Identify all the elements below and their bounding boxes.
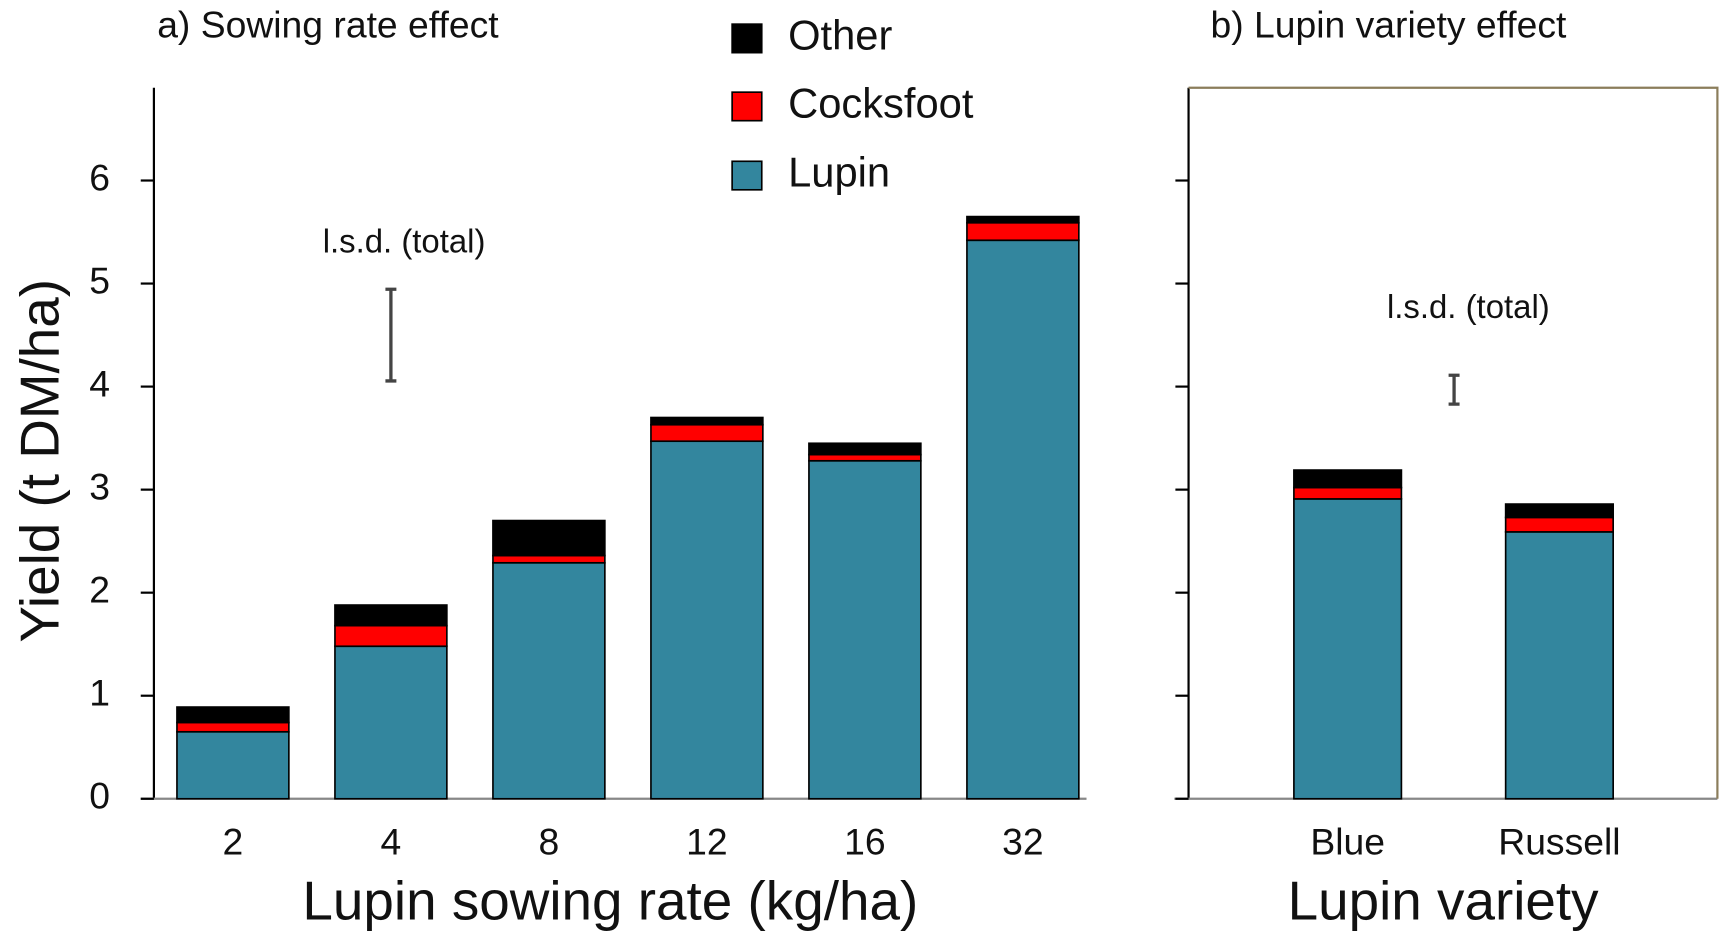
y-tick-label: 3 <box>89 465 110 507</box>
y-tick-label: 5 <box>89 259 110 301</box>
x-tick-label: 16 <box>844 821 886 863</box>
bar-segment <box>808 459 922 800</box>
bar-segment <box>808 453 922 462</box>
y-tick-label: 2 <box>89 569 110 611</box>
x-tick-label: Russell <box>1498 821 1620 863</box>
x-axis-title: Lupin variety <box>1288 870 1600 932</box>
bar-segment <box>650 440 764 800</box>
legend-swatch <box>731 160 763 191</box>
panel-frame <box>1188 86 1719 799</box>
panel-a-title: a) Sowing rate effect <box>157 3 499 45</box>
bar-segment <box>334 604 448 627</box>
legend-label: Cocksfoot <box>788 79 974 126</box>
bar-segment <box>334 645 448 800</box>
lsd-bar <box>385 287 397 383</box>
bar-segment <box>492 554 606 564</box>
x-tick-label: 4 <box>381 821 402 863</box>
x-tick-label: Blue <box>1310 821 1385 863</box>
bar-segment <box>334 624 448 648</box>
y-axis-title: Yield (t DM/ha) <box>9 279 71 643</box>
bar-segment <box>808 442 922 456</box>
bar-segment <box>1504 503 1614 519</box>
bar-segment <box>176 706 290 724</box>
bar-segment <box>966 215 1080 224</box>
x-tick-label: 8 <box>539 821 560 863</box>
bar-segment <box>492 561 606 800</box>
y-tick-label: 4 <box>89 362 110 404</box>
legend-label: Lupin <box>788 149 890 196</box>
legend-swatch <box>731 91 763 122</box>
lsd-label: l.s.d. (total) <box>1387 288 1550 325</box>
x-tick-label: 32 <box>1002 821 1044 863</box>
x-tick-label: 2 <box>223 821 244 863</box>
bar-segment <box>650 416 764 426</box>
legend-label: Other <box>788 11 892 58</box>
bar-segment <box>966 239 1080 800</box>
lsd-bar <box>1448 373 1460 406</box>
x-axis-title: Lupin sowing rate (kg/ha) <box>302 870 918 932</box>
bar-segment <box>1504 531 1614 800</box>
lsd-label: l.s.d. (total) <box>323 222 486 259</box>
bar-segment <box>966 221 1080 242</box>
y-tick-label: 1 <box>89 672 110 714</box>
panel-b-title: b) Lupin variety effect <box>1211 3 1568 45</box>
bar-segment <box>492 519 606 557</box>
bar-segment <box>1293 486 1403 500</box>
legend-swatch <box>731 23 763 54</box>
x-tick-label: 12 <box>686 821 728 863</box>
bar-segment <box>1293 469 1403 489</box>
y-tick-label: 6 <box>89 156 110 198</box>
bar-segment <box>176 721 290 733</box>
bar-segment <box>650 423 764 443</box>
bar-segment <box>1504 516 1614 533</box>
bar-segment <box>1293 498 1403 800</box>
bar-segment <box>176 730 290 800</box>
y-tick-label: 0 <box>89 775 110 817</box>
